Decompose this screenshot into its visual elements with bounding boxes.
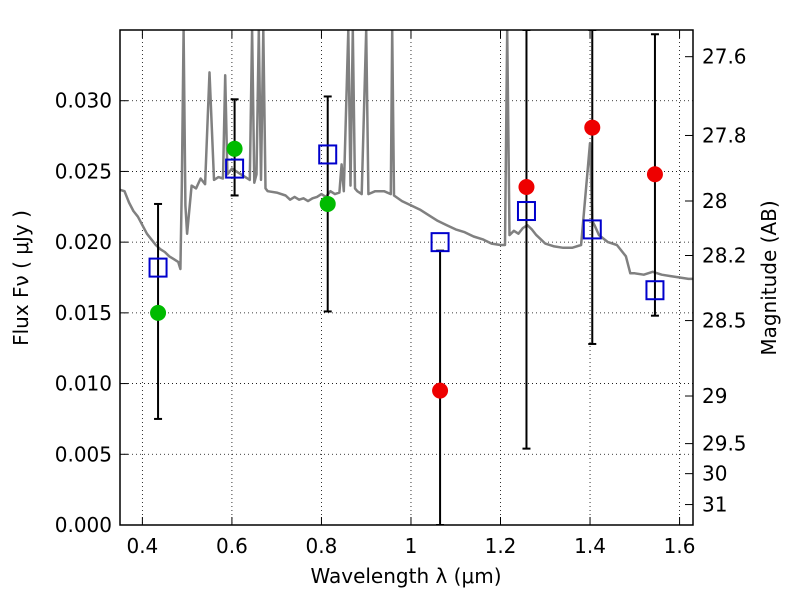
magnitude-tick-label: 29.5 (702, 432, 747, 456)
detection-point (150, 304, 167, 321)
x-tick-label: 1.4 (574, 534, 606, 558)
y-tick-label: 0.030 (55, 89, 112, 113)
nondetection-point (646, 166, 663, 183)
model-photometry-square (148, 257, 168, 278)
magnitude-tick-label: 29 (702, 384, 727, 408)
y-axis-ticks: 0.000 0.005 0.010 0.015 0.020 0.025 0.030 (55, 89, 128, 537)
plot-frame (119, 29, 694, 526)
model-photometry-square (430, 232, 450, 253)
nondetection-point (584, 119, 601, 136)
y-tick-label: 0.020 (55, 230, 112, 254)
nondetection-point (432, 382, 449, 399)
x-tick-label: 1 (405, 534, 418, 558)
y-tick-label: 0.015 (55, 301, 112, 325)
magnitude-axis-label: Magnitude (AB) (757, 200, 781, 355)
x-tick-label: 1.6 (664, 534, 696, 558)
model-photometry-square (225, 158, 245, 179)
grid-lines (120, 30, 693, 526)
x-axis-ticks: 0.4 0.6 0.8 1 1.2 1.4 1.6 (126, 30, 695, 558)
x-tick-label: 0.4 (126, 534, 158, 558)
model-photometry-square (516, 201, 536, 222)
plot-background (120, 30, 693, 525)
x-axis-label: Wavelength λ (μm) (310, 564, 501, 588)
nondetection-point (518, 178, 535, 195)
magnitude-tick-label: 31 (702, 493, 727, 517)
magnitude-axis-ticks: 27.6 27.8 28 28.2 28.5 29 29.5 30 31 (685, 45, 747, 517)
model-photometry-square (582, 219, 602, 240)
x-tick-label: 0.8 (306, 534, 338, 558)
magnitude-tick-label: 30 (702, 462, 727, 486)
magnitude-tick-label: 27.6 (702, 45, 747, 69)
y-tick-label: 0.005 (55, 442, 112, 466)
y-tick-label: 0.025 (55, 159, 112, 183)
magnitude-tick-label: 28.2 (702, 244, 747, 268)
model-spectrum (120, 30, 693, 281)
detection-point (319, 195, 336, 212)
y-axis-label: Flux Fν ( μJy ) (9, 210, 33, 346)
magnitude-tick-label: 28 (702, 189, 727, 213)
x-tick-label: 0.6 (216, 534, 248, 558)
model-photometry-square (318, 144, 338, 165)
y-tick-label: 0.000 (55, 513, 112, 537)
data-markers (148, 119, 665, 399)
model-photometry-square (645, 280, 665, 301)
magnitude-tick-label: 28.5 (702, 309, 747, 333)
x-tick-label: 1.2 (485, 534, 517, 558)
model-spectrum-line (120, 30, 693, 281)
detection-point (226, 140, 243, 157)
magnitude-tick-label: 27.8 (702, 123, 747, 147)
y-tick-label: 0.010 (55, 372, 112, 396)
